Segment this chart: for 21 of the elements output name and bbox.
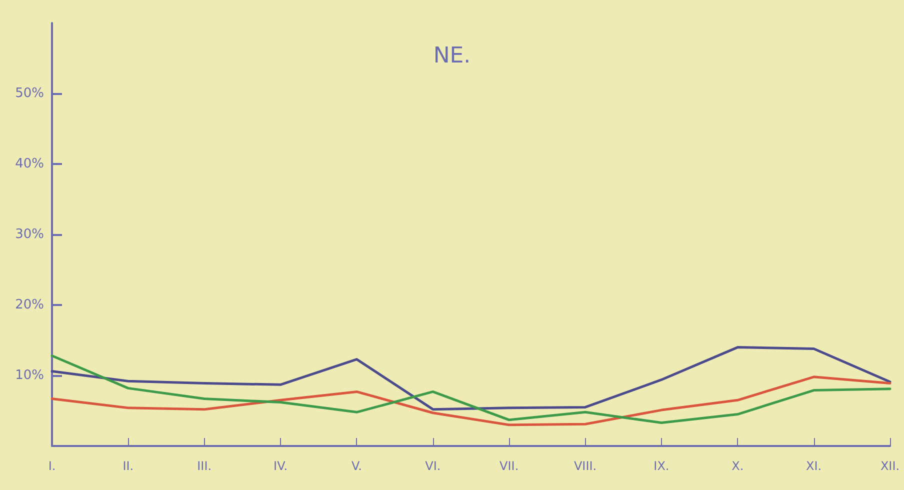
x-tick-label: II. [122,459,134,473]
y-tick-label: 30% [15,227,44,242]
y-tick-label: 50% [15,86,44,101]
line-series [50,346,892,411]
x-tick-label: V. [351,459,362,473]
x-tick-label: X. [732,459,744,473]
text: NE. [433,44,471,68]
x-tick-label: VI. [425,459,441,473]
line-series [50,354,892,424]
y-tick-label: 10% [15,368,44,383]
x-tick-label: XII. [880,459,900,473]
line-series [50,376,892,426]
y-tick-label: 20% [15,298,44,312]
y-tick-label: 40% [15,156,44,172]
x-tick-label: VII. [500,459,519,473]
x-tick-label: IV. [274,459,288,473]
x-tick-label: III. [197,459,212,473]
x-tick-label: XI. [806,459,822,473]
x-tick-label: I. [48,459,56,473]
x-tick-label: VIII. [574,459,597,473]
x-tick-label: IX. [654,459,670,473]
